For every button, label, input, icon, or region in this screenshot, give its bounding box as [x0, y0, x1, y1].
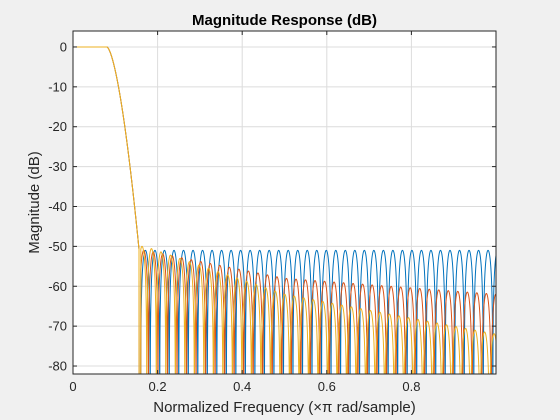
- y-tick-label: -60: [48, 279, 67, 294]
- x-tick-label: 0.8: [402, 379, 420, 394]
- y-tick-label: -80: [48, 359, 67, 374]
- series-line-3: [73, 46, 496, 374]
- y-tick-label: -20: [48, 119, 67, 134]
- chart-title: Magnitude Response (dB): [192, 12, 377, 29]
- y-tick-label: -70: [48, 319, 67, 334]
- y-tick-label: -10: [48, 79, 67, 94]
- y-tick-label: -50: [48, 239, 67, 254]
- y-tick-label: 0: [60, 39, 67, 54]
- y-tick-label: -40: [48, 199, 67, 214]
- y-tick-label: -30: [48, 159, 67, 174]
- x-tick-label: 0.2: [149, 379, 167, 394]
- x-tick-label: 0.4: [233, 379, 251, 394]
- x-axis-label: Normalized Frequency (×π rad/sample): [153, 399, 416, 416]
- y-axis-label: Magnitude (dB): [26, 151, 43, 254]
- axes-box: [72, 30, 497, 375]
- ticks: 0 0.2 0.4 0.6 0.8 0 -10 -20 -30 -40 -50 -60 -70 -80: [48, 31, 496, 394]
- x-tick-label: 0.6: [318, 379, 336, 394]
- x-tick-label: 0: [69, 379, 76, 394]
- series-layer: [73, 46, 496, 374]
